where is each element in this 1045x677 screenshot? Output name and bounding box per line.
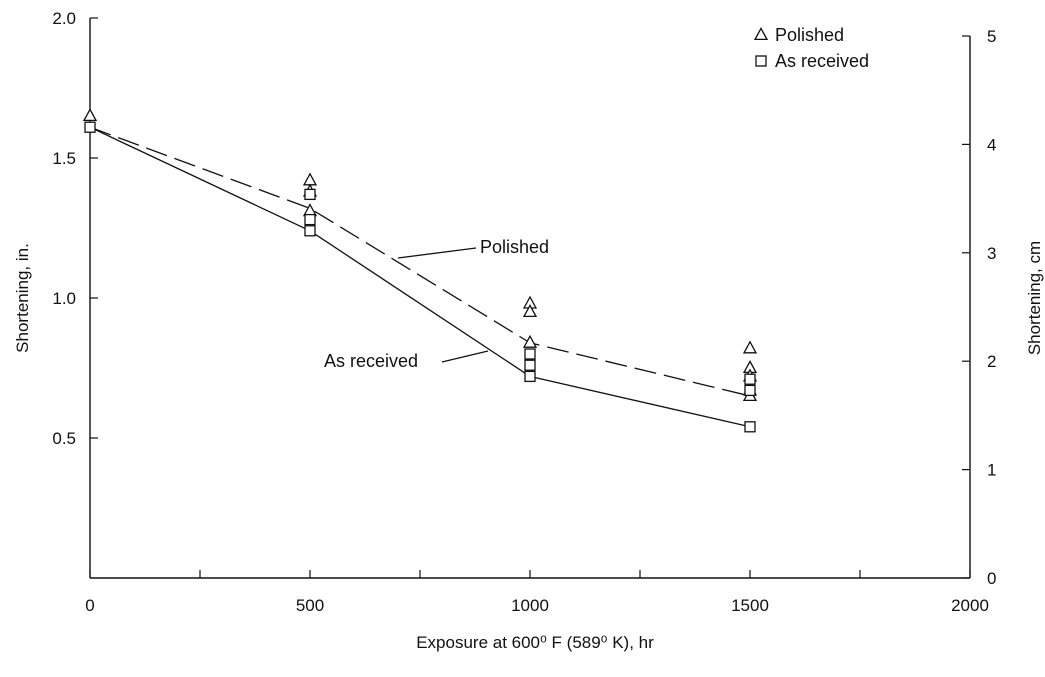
marker-polished-0 xyxy=(82,108,98,122)
marker-as-received-0 xyxy=(84,121,96,133)
y-tick-label-1.5: 1.5 xyxy=(52,149,76,168)
marker-as-received-7 xyxy=(744,373,756,385)
marker-as-received-2 xyxy=(304,213,316,226)
marker-as-received-5 xyxy=(524,359,536,371)
marker-as-received-8 xyxy=(744,384,756,397)
marker-as-received-1 xyxy=(304,188,316,201)
marker-polished-6 xyxy=(522,334,538,348)
y-axis-title-right: Shortening, cm xyxy=(1025,241,1044,355)
y-right-tick-label-2: 2 xyxy=(987,352,996,371)
fit-line-as-received xyxy=(89,126,751,428)
annotation-as-received: As received xyxy=(324,351,418,371)
legend-label-polished: Polished xyxy=(775,25,844,45)
x-tick-label-1000: 1000 xyxy=(511,596,549,615)
y-right-tick-label-4: 4 xyxy=(987,135,996,154)
axes-layer: 0 500 1000 1500 2000 0.5 1.0 1.5 2.0 0 1 2 3 4 5 xyxy=(52,9,996,615)
annotation-as-received-leader xyxy=(441,350,489,363)
marker-polished-7 xyxy=(742,340,758,354)
x-tick-label-2000: 2000 xyxy=(951,596,989,615)
y-right-tick-label-0: 0 xyxy=(987,569,996,588)
y-tick-label-1: 1.0 xyxy=(52,289,76,308)
y-tick-label-0.5: 0.5 xyxy=(52,429,76,448)
fit-lines-layer xyxy=(89,126,751,428)
legend-square-marker xyxy=(755,55,767,67)
marker-as-received-4 xyxy=(524,348,536,360)
legend-triangle-icon xyxy=(753,27,769,41)
annotation-polished-leader xyxy=(397,247,477,259)
y-axis-title-left: Shortening, in. xyxy=(13,243,32,353)
markers-layer xyxy=(82,108,758,433)
marker-polished-5 xyxy=(522,304,538,318)
marker-as-received-6 xyxy=(524,370,536,383)
y-right-tick-label-3: 3 xyxy=(987,244,996,263)
x-tick-label-500: 500 xyxy=(296,596,324,615)
y-right-tick-label-1: 1 xyxy=(987,461,996,480)
legend: Polished As received xyxy=(753,25,869,71)
annotations: Polished As received xyxy=(324,237,549,371)
annotation-polished: Polished xyxy=(480,237,549,257)
legend-square-icon xyxy=(755,55,767,67)
fit-line-polished xyxy=(89,126,751,397)
x-tick-label-0: 0 xyxy=(85,596,94,615)
x-axis-title: Exposure at 600⁰ F (589⁰ K), hr xyxy=(416,633,654,652)
legend-triangle-marker xyxy=(753,27,769,41)
legend-label-as-received: As received xyxy=(775,51,869,71)
marker-polished-1 xyxy=(302,172,318,186)
y-tick-label-2: 2.0 xyxy=(52,9,76,28)
x-tick-label-1500: 1500 xyxy=(731,596,769,615)
marker-as-received-9 xyxy=(744,421,756,433)
marker-as-received-3 xyxy=(304,225,316,237)
y-right-tick-label-5: 5 xyxy=(987,27,996,46)
